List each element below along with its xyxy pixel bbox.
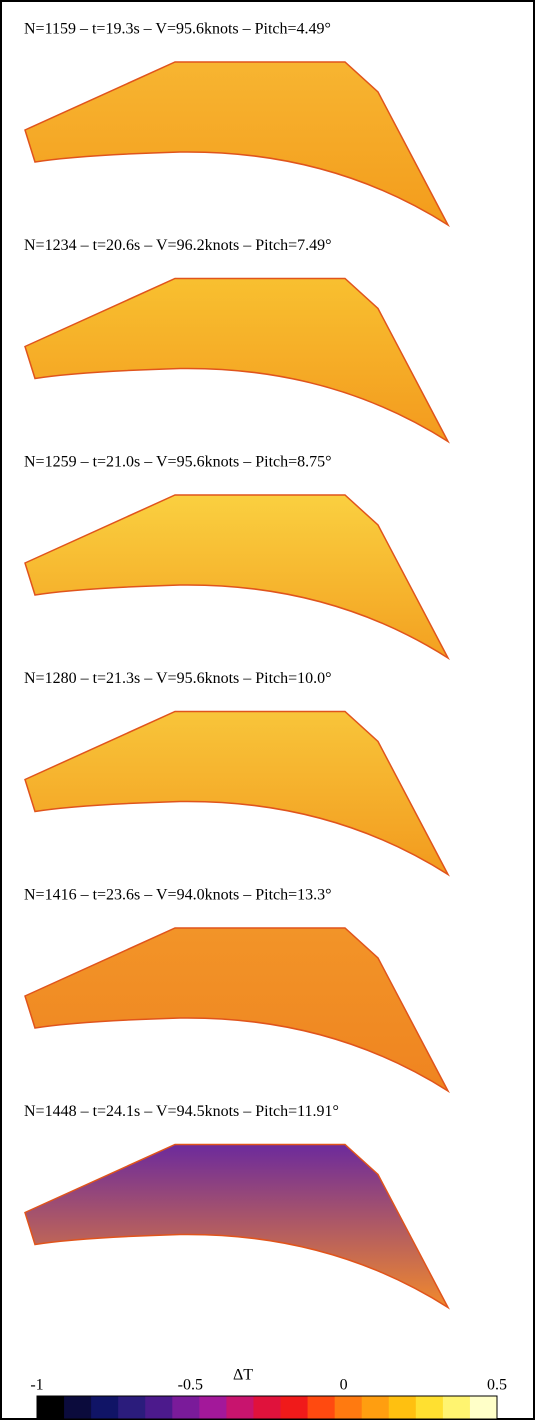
colorbar-swatch: [172, 1396, 200, 1419]
colorbar-tick-label: -1: [30, 1377, 43, 1394]
colorbar-swatch: [443, 1396, 471, 1419]
wing-image: [25, 62, 448, 225]
colorbar-swatch: [335, 1396, 363, 1419]
panel-label: N=1416 – t=23.6s – V=94.0knots – Pitch=1…: [24, 887, 332, 904]
colorbar-swatch: [470, 1396, 498, 1419]
colorbar-tick-label: 0: [340, 1377, 348, 1394]
colorbar-swatch: [37, 1396, 65, 1419]
panel-label: N=1448 – t=24.1s – V=94.5knots – Pitch=1…: [24, 1103, 339, 1120]
colorbar-swatch: [118, 1396, 146, 1419]
colorbar-swatch: [416, 1396, 444, 1419]
figure: ΔT N=1159 – t=19.3s – V=95.6knots – Pitc…: [0, 0, 536, 1420]
colorbar-swatch: [389, 1396, 417, 1419]
colorbar-swatch: [308, 1396, 336, 1419]
wing-image: [25, 712, 448, 875]
colorbar-label: ΔT: [233, 1367, 253, 1384]
panel-label: N=1234 – t=20.6s – V=96.2knots – Pitch=7…: [24, 237, 332, 254]
wing-image: [25, 1145, 448, 1308]
panel-label: N=1259 – t=21.0s – V=95.6knots – Pitch=8…: [24, 454, 332, 471]
colorbar-swatch: [199, 1396, 227, 1419]
panel-label: N=1280 – t=21.3s – V=95.6knots – Pitch=1…: [24, 670, 332, 687]
wing-image: [25, 279, 448, 442]
colorbar-swatch: [145, 1396, 173, 1419]
colorbar-tick-label: 0.5: [487, 1377, 507, 1394]
colorbar-swatch: [91, 1396, 119, 1419]
panel-label: N=1159 – t=19.3s – V=95.6knots – Pitch=4…: [24, 21, 331, 38]
wing-image: [25, 495, 448, 658]
colorbar-tick-label: -0.5: [178, 1377, 203, 1394]
colorbar-swatch: [362, 1396, 390, 1419]
colorbar-swatch: [253, 1396, 281, 1419]
colorbar-swatch: [226, 1396, 254, 1419]
wing-image: [25, 928, 448, 1091]
colorbar-swatch: [281, 1396, 309, 1419]
colorbar-swatch: [64, 1396, 92, 1419]
